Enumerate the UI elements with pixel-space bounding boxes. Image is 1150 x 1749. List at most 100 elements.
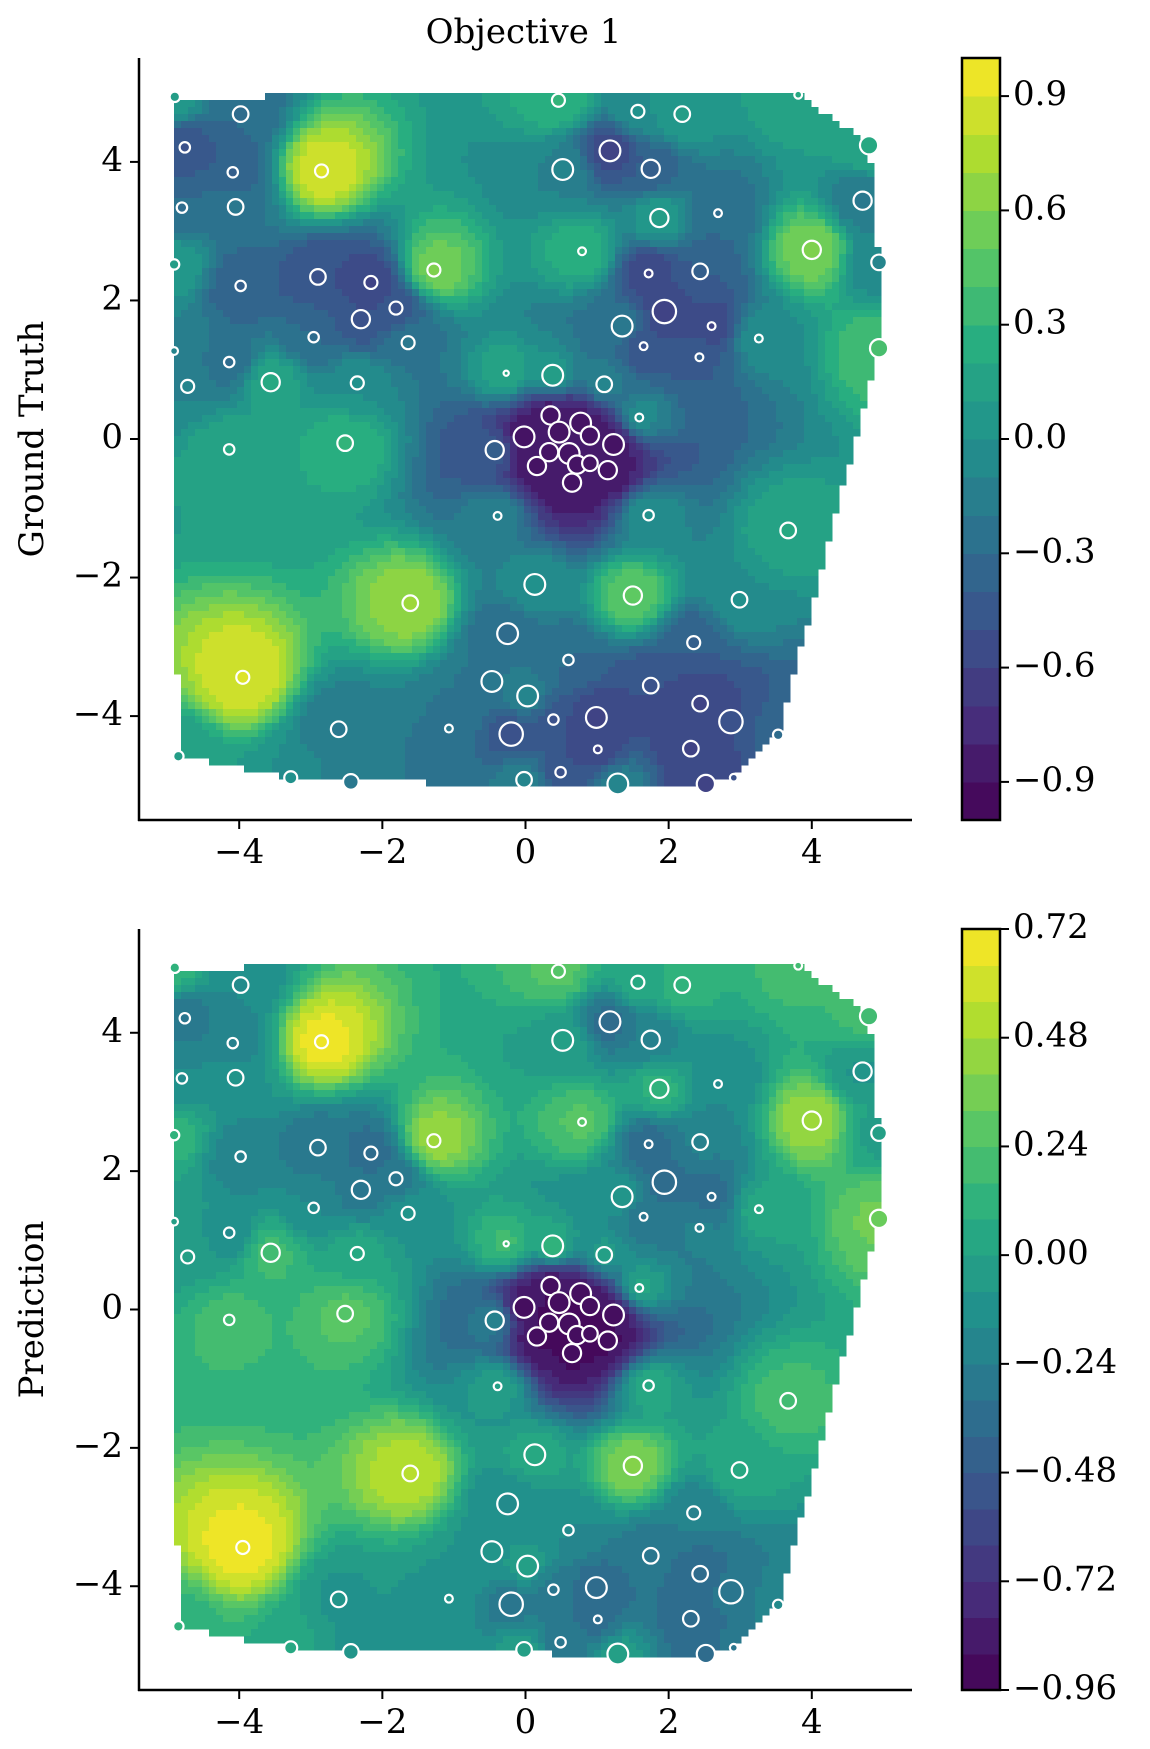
contour-cell bbox=[461, 506, 469, 514]
contour-cell bbox=[405, 163, 413, 171]
contour-cell bbox=[426, 380, 434, 388]
contour-cell bbox=[447, 632, 455, 640]
contour-cell bbox=[258, 373, 266, 381]
contour-cell bbox=[433, 233, 441, 241]
contour-cell bbox=[391, 541, 399, 549]
contour-cell bbox=[440, 681, 448, 689]
contour-cell bbox=[335, 415, 343, 423]
contour-cell bbox=[328, 758, 336, 766]
contour-cell bbox=[335, 240, 343, 248]
contour-cell bbox=[461, 303, 469, 311]
contour-cell bbox=[328, 527, 336, 535]
contour-cell bbox=[307, 387, 315, 395]
contour-cell bbox=[426, 485, 434, 493]
contour-cell bbox=[195, 548, 203, 556]
contour-cell bbox=[181, 688, 189, 696]
contour-cell bbox=[440, 373, 448, 381]
contour-cell bbox=[447, 520, 455, 528]
contour-cell bbox=[188, 247, 196, 255]
contour-cell bbox=[223, 716, 231, 724]
contour-cell bbox=[433, 562, 441, 570]
contour-cell bbox=[398, 688, 406, 696]
contour-cell bbox=[300, 429, 308, 437]
contour-cell bbox=[363, 730, 371, 738]
contour-cell bbox=[475, 618, 483, 626]
contour-cell bbox=[531, 170, 539, 178]
contour-cell bbox=[216, 100, 224, 108]
contour-cell bbox=[363, 737, 371, 745]
contour-cell bbox=[216, 443, 224, 451]
contour-cell bbox=[440, 562, 448, 570]
contour-cell bbox=[517, 576, 525, 584]
contour-cell bbox=[251, 429, 259, 437]
contour-cell bbox=[370, 100, 378, 108]
contour-cell bbox=[433, 254, 441, 262]
contour-cell bbox=[181, 177, 189, 185]
contour-cell bbox=[195, 303, 203, 311]
contour-cell bbox=[482, 198, 490, 206]
contour-cell bbox=[335, 639, 343, 647]
contour-cell bbox=[216, 422, 224, 430]
contour-cell bbox=[293, 352, 301, 360]
contour-cell bbox=[174, 639, 182, 647]
contour-cell bbox=[454, 471, 462, 479]
contour-cell bbox=[202, 135, 210, 143]
contour-cell bbox=[188, 240, 196, 248]
contour-cell bbox=[335, 212, 343, 220]
contour-cell bbox=[398, 254, 406, 262]
contour-cell bbox=[293, 254, 301, 262]
contour-cell bbox=[447, 534, 455, 542]
contour-cell bbox=[384, 163, 392, 171]
contour-cell bbox=[188, 492, 196, 500]
contour-cell bbox=[272, 611, 280, 619]
contour-cell bbox=[321, 688, 329, 696]
contour-cell bbox=[426, 513, 434, 521]
contour-cell bbox=[195, 261, 203, 269]
contour-cell bbox=[237, 457, 245, 465]
contour-cell bbox=[468, 93, 476, 101]
contour-cell bbox=[286, 597, 294, 605]
contour-cell bbox=[440, 352, 448, 360]
contour-cell bbox=[454, 618, 462, 626]
contour-cell bbox=[349, 163, 357, 171]
contour-cell bbox=[419, 93, 427, 101]
contour-cell bbox=[272, 268, 280, 276]
contour-cell bbox=[321, 513, 329, 521]
contour-cell bbox=[461, 695, 469, 703]
contour-cell bbox=[356, 562, 364, 570]
contour-cell bbox=[384, 457, 392, 465]
contour-cell bbox=[286, 331, 294, 339]
contour-cell bbox=[517, 506, 525, 514]
contour-cell bbox=[377, 625, 385, 633]
contour-cell bbox=[251, 499, 259, 507]
contour-cell bbox=[433, 548, 441, 556]
contour-cell bbox=[510, 681, 518, 689]
contour-cell bbox=[272, 331, 280, 339]
contour-cell bbox=[237, 464, 245, 472]
contour-cell bbox=[517, 107, 525, 115]
contour-cell bbox=[321, 282, 329, 290]
contour-cell bbox=[300, 492, 308, 500]
contour-cell bbox=[510, 156, 518, 164]
contour-cell bbox=[314, 478, 322, 486]
contour-cell bbox=[307, 674, 315, 682]
contour-cell bbox=[517, 534, 525, 542]
contour-cell bbox=[419, 170, 427, 178]
contour-cell bbox=[426, 107, 434, 115]
contour-cell bbox=[461, 373, 469, 381]
contour-cell bbox=[503, 282, 511, 290]
contour-cell bbox=[356, 93, 364, 101]
contour-cell bbox=[328, 317, 336, 325]
contour-cell bbox=[209, 135, 217, 143]
contour-cell bbox=[405, 443, 413, 451]
contour-cell bbox=[307, 142, 315, 150]
contour-cell bbox=[461, 163, 469, 171]
contour-cell bbox=[391, 527, 399, 535]
contour-cell bbox=[433, 317, 441, 325]
contour-cell bbox=[244, 443, 252, 451]
contour-cell bbox=[181, 282, 189, 290]
contour-cell bbox=[510, 275, 518, 283]
contour-cell bbox=[440, 156, 448, 164]
contour-cell bbox=[377, 590, 385, 598]
contour-cell bbox=[258, 639, 266, 647]
